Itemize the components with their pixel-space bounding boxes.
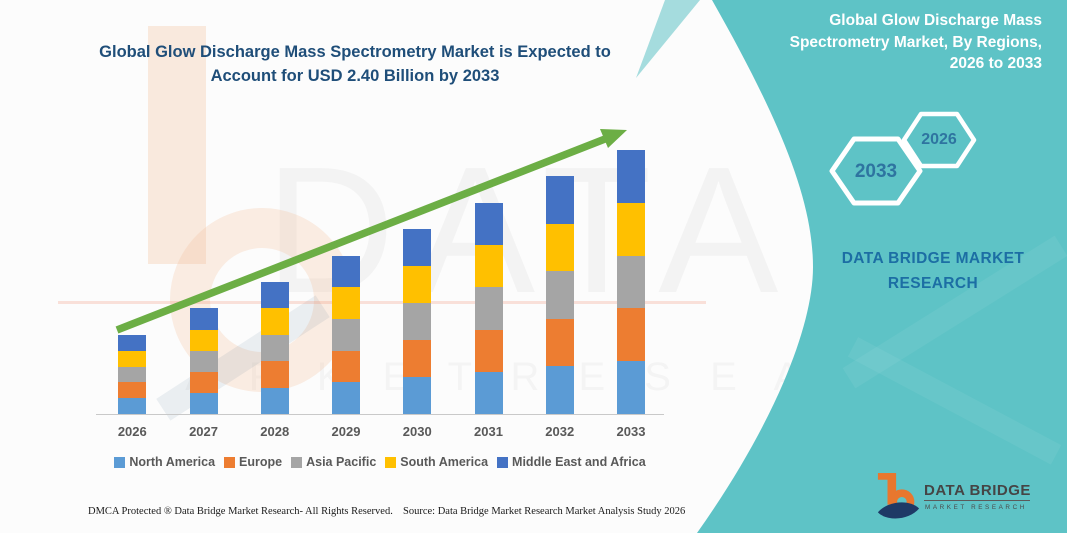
bar-segment-2031 [474, 371, 503, 414]
bar-segment-2031 [474, 245, 503, 288]
bar-segment-2027 [189, 329, 218, 351]
bar-segment-2032 [545, 366, 574, 414]
legend-item: Middle East and Africa [497, 455, 646, 469]
x-axis-label-2032: 2032 [545, 424, 575, 439]
source-note: Source: Data Bridge Market Research Mark… [403, 506, 686, 517]
legend-item: South America [385, 455, 488, 469]
bar-segment-2032 [545, 223, 574, 272]
legend-swatch-icon [114, 456, 126, 468]
logo-name: DATA BRIDGE [924, 482, 1031, 499]
hexagon-2033-label: 2033 [854, 161, 898, 182]
bar-segment-2030 [403, 266, 432, 304]
bar-segment-2028 [260, 282, 289, 309]
chart-title: Global Glow Discharge Mass Spectrometry … [70, 40, 640, 88]
bar-segment-2033 [616, 202, 645, 256]
databridge-logo: DATA BRIDGE MARKET RESEARCH [876, 466, 1046, 528]
x-axis-label-2030: 2030 [402, 424, 432, 439]
bar-2033 [616, 150, 645, 414]
logo-rule [924, 500, 1030, 501]
bar-segment-2032 [545, 176, 574, 224]
chart-title-line2: Account for USD 2.40 Billion by 2033 [210, 67, 500, 85]
bar-2032 [545, 176, 574, 414]
plot-area [96, 120, 664, 415]
bar-segment-2033 [616, 255, 645, 309]
right-panel-title: Global Glow Discharge Mass Spectrometry … [712, 10, 1042, 75]
brand-text-line2: RESEARCH [887, 275, 979, 292]
legend-swatch-icon [497, 456, 509, 468]
bar-segment-2026 [118, 366, 147, 383]
bar-segment-2031 [474, 287, 503, 330]
chart-title-line1: Global Glow Discharge Mass Spectrometry … [99, 43, 611, 61]
x-axis-labels: 2026 2027 2028 2029 2030 2031 2032 2033 [96, 424, 664, 442]
databridge-logo-icon [877, 473, 920, 519]
bar-segment-2028 [260, 387, 289, 414]
bar-segment-2030 [403, 377, 432, 414]
bar-2027 [189, 308, 218, 414]
bar-segment-2031 [474, 329, 503, 372]
logo-subtitle: MARKET RESEARCH [925, 504, 1027, 511]
brand-text-line1: DATA BRIDGE MARKET [841, 250, 1025, 267]
bar-2030 [403, 229, 432, 414]
bar-segment-2030 [403, 229, 432, 267]
bar-segment-2029 [332, 318, 361, 351]
legend-swatch-icon [385, 456, 397, 468]
right-title-line3: 2026 to 2033 [949, 55, 1042, 72]
legend-item: Europe [224, 455, 282, 469]
legend-label: North America [129, 455, 216, 469]
bar-2029 [332, 255, 361, 414]
bar-segment-2027 [189, 308, 218, 330]
bar-segment-2033 [616, 361, 645, 414]
bar-segment-2033 [616, 308, 645, 362]
bar-segment-2028 [260, 361, 289, 388]
bar-segment-2032 [545, 271, 574, 319]
legend-item: Asia Pacific [291, 455, 376, 469]
bar-segment-2026 [118, 334, 147, 351]
bar-segment-2027 [189, 350, 218, 372]
x-axis-label-2033: 2033 [616, 424, 646, 439]
bar-segment-2027 [189, 371, 218, 393]
bar-segment-2026 [118, 382, 147, 399]
legend-swatch-icon [224, 456, 236, 468]
bar-segment-2030 [403, 340, 432, 378]
bar-segment-2033 [616, 150, 645, 203]
hexagon-2026-label: 2026 [921, 131, 957, 148]
legend-item: North America [114, 455, 215, 469]
bar-2026 [118, 334, 147, 414]
legend-label: Middle East and Africa [512, 455, 646, 469]
legend-label: Europe [239, 455, 283, 469]
bar-segment-2032 [545, 318, 574, 367]
bar-segment-2029 [332, 287, 361, 319]
bar-segment-2026 [118, 398, 147, 414]
bar-segment-2029 [332, 255, 361, 288]
dmca-notice: DMCA Protected ® Data Bridge Market Rese… [88, 506, 393, 517]
bar-segment-2027 [189, 392, 218, 414]
bar-2028 [260, 282, 289, 414]
bar-segment-2026 [118, 350, 147, 367]
bar-segment-2028 [260, 334, 289, 362]
x-axis-label-2029: 2029 [331, 424, 361, 439]
x-axis-label-2027: 2027 [189, 424, 218, 439]
x-axis-label-2028: 2028 [260, 424, 290, 439]
bar-segment-2028 [260, 308, 289, 335]
legend-swatch-icon [291, 456, 303, 468]
right-title-line2: Spectrometry Market, By Regions, [789, 33, 1042, 51]
bar-segment-2029 [332, 382, 361, 414]
bar-2031 [474, 202, 503, 414]
x-axis-label-2026: 2026 [117, 424, 147, 439]
x-axis-label-2031: 2031 [474, 424, 503, 439]
legend: North America Europe Asia Pacific South Ame… [86, 455, 674, 469]
bar-segment-2031 [474, 202, 503, 246]
bar-segment-2030 [403, 303, 432, 341]
legend-label: South America [400, 455, 489, 469]
right-title-line1: Global Glow Discharge Mass [829, 12, 1042, 29]
legend-label: Asia Pacific [306, 455, 377, 469]
brand-text: DATA BRIDGE MARKET RESEARCH [828, 246, 1038, 296]
bar-segment-2029 [332, 350, 361, 383]
